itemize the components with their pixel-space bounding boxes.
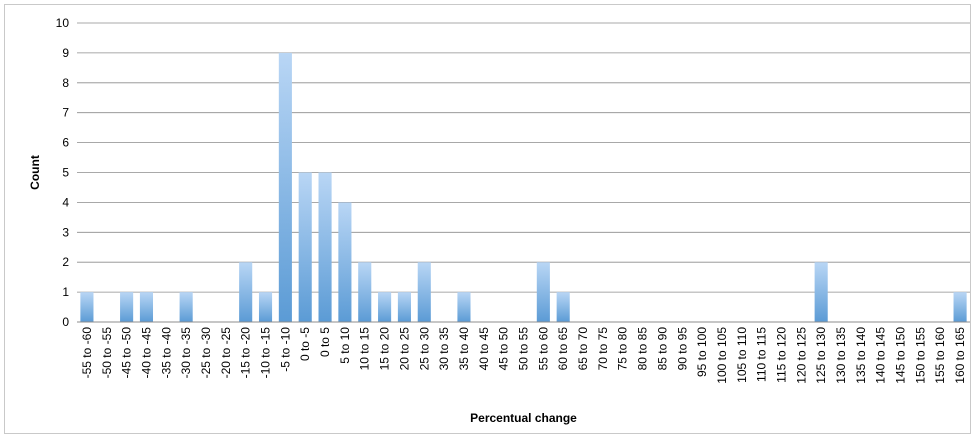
x-tick-label: 60 to 65 bbox=[556, 327, 570, 371]
x-tick-label: -40 to -45 bbox=[139, 327, 153, 379]
x-tick-label: 140 to 145 bbox=[874, 327, 888, 384]
x-tick-label: 135 to 140 bbox=[854, 327, 868, 384]
y-tick-label: 9 bbox=[62, 46, 69, 60]
x-tick-label: 150 to 155 bbox=[913, 327, 927, 384]
x-tick-label: 35 to 40 bbox=[457, 327, 471, 371]
y-tick-label: 1 bbox=[62, 285, 69, 299]
x-tick-label: 10 to 15 bbox=[358, 327, 372, 371]
bar bbox=[258, 292, 273, 322]
bar bbox=[120, 292, 134, 322]
x-tick-label: -10 to -15 bbox=[259, 327, 273, 379]
x-tick-label: -35 to -40 bbox=[159, 327, 173, 379]
bar bbox=[139, 292, 154, 322]
bar bbox=[338, 202, 352, 322]
x-tick-label: 5 to 10 bbox=[338, 327, 352, 364]
x-tick-label: 15 to 20 bbox=[378, 327, 392, 371]
x-tick-label: 105 to 110 bbox=[735, 327, 749, 383]
x-tick-label: 0 to 5 bbox=[318, 327, 332, 357]
x-tick-label: -45 to -50 bbox=[120, 327, 134, 379]
y-tick-label: 5 bbox=[62, 166, 69, 180]
x-tick-label: 145 to 150 bbox=[894, 327, 908, 384]
bar bbox=[298, 172, 312, 322]
x-tick-label: 75 to 80 bbox=[616, 327, 630, 371]
bar bbox=[457, 292, 471, 322]
bar bbox=[318, 172, 332, 322]
x-tick-label: 125 to 130 bbox=[814, 327, 828, 384]
x-tick-label: 95 to 100 bbox=[695, 327, 709, 377]
x-tick-label: 80 to 85 bbox=[636, 327, 650, 371]
chart-area bbox=[4, 4, 971, 434]
x-tick-label: 45 to 50 bbox=[497, 327, 511, 371]
x-tick-label: 30 to 35 bbox=[437, 327, 451, 371]
x-tick-label: 65 to 70 bbox=[576, 327, 590, 371]
x-tick-label: -5 to -10 bbox=[278, 327, 292, 372]
bar bbox=[814, 262, 828, 322]
y-tick-label: 8 bbox=[62, 76, 69, 90]
x-tick-label: 85 to 90 bbox=[655, 327, 669, 371]
x-tick-label: 90 to 95 bbox=[675, 327, 689, 371]
y-tick-label: 2 bbox=[62, 255, 69, 269]
x-tick-label: 25 to 30 bbox=[417, 327, 431, 371]
y-tick-label: 0 bbox=[62, 315, 69, 329]
bar bbox=[417, 262, 431, 322]
bar bbox=[179, 292, 193, 322]
bar bbox=[358, 262, 372, 322]
y-tick-labels: 0 1 2 3 4 5 6 7 8 9 10 bbox=[56, 16, 70, 329]
x-tick-label: 50 to 55 bbox=[517, 327, 531, 371]
x-tick-label: 40 to 45 bbox=[477, 327, 491, 371]
x-tick-label: 115 to 120 bbox=[774, 327, 788, 383]
bar bbox=[536, 262, 550, 322]
x-tick-label: 20 to 25 bbox=[397, 327, 411, 371]
bar bbox=[378, 292, 392, 322]
x-axis-title: Percentual change bbox=[470, 411, 577, 425]
y-tick-label: 3 bbox=[62, 225, 69, 239]
bar bbox=[556, 292, 570, 322]
x-tick-label: 0 to -5 bbox=[298, 327, 312, 361]
y-axis-title: Count bbox=[28, 155, 42, 190]
x-tick-label: 155 to 160 bbox=[933, 327, 947, 384]
x-tick-label: -15 to -20 bbox=[239, 327, 253, 379]
x-tick-label: 55 to 60 bbox=[536, 327, 550, 371]
y-tick-label: 4 bbox=[62, 195, 69, 209]
x-tick-label: 110 to 115 bbox=[755, 327, 769, 382]
y-tick-label: 10 bbox=[56, 16, 70, 30]
x-tick-label: -20 to -25 bbox=[219, 327, 233, 379]
y-tick-label: 6 bbox=[62, 136, 69, 150]
bar bbox=[397, 292, 411, 322]
y-tick-label: 7 bbox=[62, 106, 69, 120]
bar bbox=[953, 292, 967, 322]
x-tick-label: -30 to -35 bbox=[179, 327, 193, 379]
x-tick-label: 130 to 135 bbox=[834, 327, 848, 384]
bar bbox=[80, 292, 94, 322]
gridlines bbox=[77, 22, 970, 293]
x-tick-label: -25 to -30 bbox=[199, 327, 213, 379]
x-tick-label: 160 to 165 bbox=[953, 327, 967, 384]
bars bbox=[80, 52, 967, 323]
x-tick-labels: -55 to -60 -50 to -55 -45 to -50 -40 to -45… bbox=[80, 327, 967, 384]
bar bbox=[278, 52, 292, 323]
x-tick-label: -50 to -55 bbox=[100, 327, 114, 379]
x-tick-label: -55 to -60 bbox=[80, 327, 94, 379]
bar bbox=[239, 262, 253, 322]
x-tick-label: 100 to 105 bbox=[715, 327, 729, 384]
x-tick-label: 120 to 125 bbox=[794, 327, 808, 384]
x-tick-label: 70 to 75 bbox=[596, 327, 610, 371]
